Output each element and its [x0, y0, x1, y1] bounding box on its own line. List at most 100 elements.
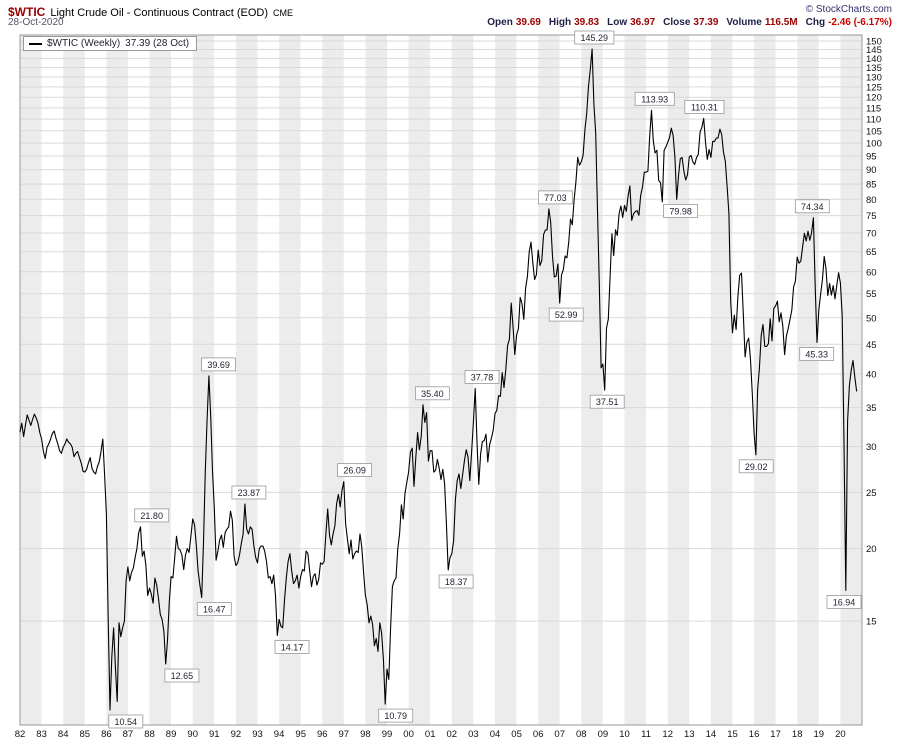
x-axis-label: 08 [576, 729, 587, 740]
x-axis-label: 07 [554, 729, 565, 740]
y-axis-label: 145 [866, 45, 882, 56]
year-band [387, 35, 409, 725]
x-axis-label: 13 [684, 729, 695, 740]
ohlc-quote: Open 39.69 High 39.83 Low 36.97 Close 37.39 Volu… [479, 17, 892, 28]
annotation-label: 29.02 [745, 462, 768, 472]
volume-label: Volume [726, 17, 762, 28]
annotation-box [134, 508, 170, 523]
y-axis-label: 125 [866, 82, 882, 93]
y-axis-label: 110 [866, 115, 881, 126]
x-axis-label: 06 [533, 729, 544, 740]
annotation-box [663, 203, 698, 218]
year-band [408, 35, 431, 725]
annotation-label: 14.17 [281, 642, 304, 652]
year-band [602, 35, 625, 725]
annotation-label: 16.47 [203, 605, 226, 615]
y-axis-label: 80 [866, 195, 877, 206]
x-axis-label: 03 [468, 729, 479, 740]
annotation-label: 145.29 [581, 33, 609, 43]
y-axis-label: 15 [866, 617, 877, 628]
annotation-label: 26.09 [343, 466, 366, 476]
x-axis-label: 02 [447, 729, 458, 740]
x-axis-label: 93 [252, 729, 263, 740]
annotation-box [548, 307, 584, 322]
annotation-box [589, 394, 625, 409]
page-title: Light Crude Oil - Continuous Contract (E… [50, 7, 268, 19]
annotation-label: 10.54 [115, 717, 138, 727]
year-band [732, 35, 755, 725]
y-axis-label: 25 [866, 488, 877, 499]
year-band [149, 35, 172, 725]
legend-series-label: $WTIC (Weekly) [47, 38, 121, 49]
annotation-box [464, 369, 500, 384]
x-axis-label: 10 [619, 729, 630, 740]
year-band [257, 35, 280, 725]
y-axis-label: 45 [866, 340, 877, 351]
annotation-label: 79.98 [669, 206, 692, 216]
x-axis-label: 98 [360, 729, 371, 740]
x-axis-label: 17 [770, 729, 781, 740]
y-axis-label: 115 [866, 103, 881, 114]
chart-header: $WTIC Light Crude Oil - Continuous Contra… [8, 3, 894, 19]
x-axis-label: 18 [792, 729, 803, 740]
x-axis-label: 99 [382, 729, 393, 740]
year-band [214, 35, 236, 725]
chg-label: Chg [805, 17, 826, 28]
x-axis-label: 94 [274, 729, 285, 740]
year-band [235, 35, 258, 725]
y-axis-label: 135 [866, 63, 882, 74]
x-axis-label: 90 [187, 729, 198, 740]
y-axis-label: 140 [866, 54, 882, 65]
y-axis-label: 85 [866, 180, 877, 191]
y-axis-label: 65 [866, 247, 877, 258]
low-value: 36.97 [630, 17, 656, 28]
annotation-box [826, 595, 862, 609]
annotation-box [438, 574, 474, 589]
low-label: Low [607, 17, 628, 28]
x-axis-label: 00 [403, 729, 414, 740]
annotation-label: 77.03 [544, 193, 567, 203]
x-axis-label: 88 [144, 729, 155, 740]
annotation-label: 45.33 [805, 350, 828, 360]
year-band [538, 35, 560, 725]
annotation-box [108, 714, 144, 729]
annotation-label: 23.87 [238, 488, 261, 498]
annotation-box [196, 602, 232, 616]
y-axis-label: 20 [866, 544, 877, 555]
annotation-box [738, 459, 774, 474]
open-value: 39.69 [515, 17, 541, 28]
x-axis-label: 14 [706, 729, 717, 740]
year-band [192, 35, 215, 725]
year-band [84, 35, 107, 725]
x-axis-label: 20 [835, 729, 846, 740]
y-axis-label: 60 [866, 267, 877, 278]
year-band [41, 35, 64, 725]
annotation-label: 110.31 [691, 102, 718, 112]
annotation-label: 12.65 [171, 671, 194, 681]
x-axis-label: 97 [339, 729, 350, 740]
x-axis-label: 87 [123, 729, 134, 740]
exchange-label: CME [273, 8, 293, 18]
x-axis-label: 92 [231, 729, 242, 740]
annotation-label: 10.79 [384, 711, 407, 721]
y-axis-label: 50 [866, 313, 877, 324]
annotation-label: 35.40 [421, 389, 444, 399]
annotation-box [414, 386, 450, 401]
year-band [430, 35, 452, 725]
year-band [171, 35, 193, 725]
year-band [559, 35, 582, 725]
annotation-label: 37.78 [471, 372, 494, 382]
high-value: 39.83 [574, 17, 600, 28]
x-axis-label: 91 [209, 729, 220, 740]
x-axis-label: 82 [15, 729, 26, 740]
price-chart: 10.54 21.80 12.65 16.47 39.69 23.87 14.17 26.09… [15, 30, 882, 740]
annotation-label: 37.51 [596, 397, 619, 407]
y-axis-label: 130 [866, 73, 882, 84]
annotation-label: 74.34 [801, 202, 824, 212]
annotation-box [634, 91, 675, 106]
x-axis-label: 04 [490, 729, 501, 740]
annotation-label: 21.80 [140, 511, 163, 521]
year-band [451, 35, 474, 725]
year-band [63, 35, 85, 725]
